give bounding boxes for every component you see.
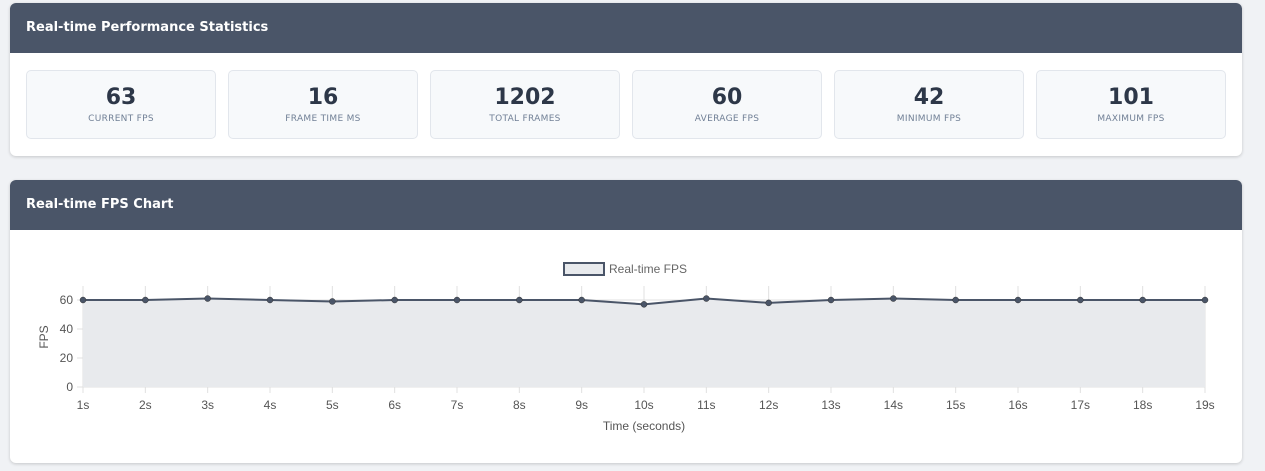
- y-tick-label: 20: [60, 351, 74, 365]
- x-tick-label: 5s: [326, 398, 339, 412]
- data-point[interactable]: [204, 295, 211, 302]
- fps-chart: 0 20 40 60 1s 2s 3s 4s 5s 6s 7s 8s 9s 10s 11s 12s 13s 14s…: [37, 262, 1215, 433]
- x-tick-label: 18s: [1133, 398, 1152, 412]
- performance-stats-panel: Real-time Performance Statistics 63 CURR…: [10, 3, 1242, 156]
- stat-label: MAXIMUM FPS: [1097, 114, 1165, 124]
- stat-card-average-fps: 60 AVERAGE FPS: [632, 70, 822, 139]
- x-tick-label: 17s: [1071, 398, 1090, 412]
- x-axis-title: Time (seconds): [603, 419, 685, 433]
- data-point[interactable]: [1139, 296, 1146, 304]
- data-point[interactable]: [453, 296, 461, 304]
- stat-value: 101: [1108, 85, 1154, 110]
- y-axis-title: FPS: [37, 325, 51, 348]
- chart-area-layer: [83, 297, 1205, 387]
- y-tick-label: 60: [60, 293, 74, 307]
- stat-label: AVERAGE FPS: [694, 114, 760, 124]
- stat-card-total-frames: 1202 TOTAL FRAMES: [430, 70, 620, 139]
- x-tick-label: 7s: [451, 398, 464, 412]
- x-tick-label: 19s: [1195, 398, 1214, 412]
- stat-card-current-fps: 63 CURRENT FPS: [26, 70, 216, 139]
- x-tick-label: 2s: [139, 398, 152, 412]
- x-tick-label: 6s: [388, 398, 401, 412]
- stats-row: 63 CURRENT FPS 16 FRAME TIME MS 1202 TOT…: [26, 70, 1226, 139]
- x-tick-label: 14s: [884, 398, 903, 412]
- fps-chart-panel: Real-time FPS Chart 0 20 40 60 1s 2s 3s 4s 5s 6s 7…: [10, 180, 1242, 463]
- stat-value: 42: [913, 85, 945, 110]
- x-tick-label: 3s: [201, 398, 214, 412]
- stat-value: 63: [105, 85, 137, 110]
- data-point[interactable]: [391, 296, 398, 304]
- data-point[interactable]: [703, 295, 710, 302]
- series-area-fill: [83, 298, 1205, 387]
- x-tick-label: 13s: [821, 398, 840, 412]
- stat-label: MINIMUM FPS: [896, 114, 962, 124]
- data-point[interactable]: [640, 301, 648, 308]
- chart-panel-title: Real-time FPS Chart: [10, 180, 1242, 230]
- stat-label: TOTAL FRAMES: [489, 114, 561, 124]
- data-point[interactable]: [1077, 296, 1084, 304]
- chart-legend[interactable]: Real-time FPS: [563, 262, 687, 276]
- data-point[interactable]: [890, 295, 897, 302]
- data-point[interactable]: [765, 299, 772, 307]
- x-tick-label: 1s: [77, 398, 90, 412]
- legend-label: Real-time FPS: [609, 262, 687, 276]
- data-point[interactable]: [1201, 296, 1209, 304]
- stat-label: CURRENT FPS: [88, 114, 154, 124]
- chart-ticks-layer: 0 20 40 60 1s 2s 3s 4s 5s 6s 7s 8s 9s 10s 11s 12s 13s 14s…: [60, 293, 1215, 412]
- chart-points-layer: [79, 295, 1209, 308]
- stat-value: 1202: [494, 85, 556, 110]
- data-point[interactable]: [142, 296, 149, 304]
- data-point[interactable]: [266, 296, 274, 304]
- x-tick-label: 15s: [946, 398, 965, 412]
- stat-label: FRAME TIME MS: [285, 114, 361, 124]
- x-tick-label: 4s: [264, 398, 277, 412]
- data-point[interactable]: [79, 296, 87, 304]
- stat-card-maximum-fps: 101 MAXIMUM FPS: [1036, 70, 1226, 139]
- x-tick-label: 16s: [1008, 398, 1027, 412]
- x-tick-label: 9s: [575, 398, 588, 412]
- data-point[interactable]: [1014, 296, 1022, 304]
- x-tick-label: 8s: [513, 398, 526, 412]
- x-tick-label: 11s: [697, 398, 715, 412]
- y-tick-label: 40: [60, 322, 74, 336]
- x-tick-label: 10s: [634, 398, 653, 412]
- data-point[interactable]: [827, 296, 835, 304]
- stat-value: 60: [711, 85, 743, 110]
- y-tick-label: 0: [66, 380, 73, 394]
- data-point[interactable]: [952, 296, 959, 304]
- stat-card-frame-time: 16 FRAME TIME MS: [228, 70, 418, 139]
- legend-swatch: [563, 262, 605, 276]
- data-point[interactable]: [516, 296, 523, 304]
- stat-value: 16: [307, 85, 339, 110]
- stat-card-minimum-fps: 42 MINIMUM FPS: [834, 70, 1024, 139]
- data-point[interactable]: [578, 296, 585, 304]
- stats-panel-title: Real-time Performance Statistics: [10, 3, 1242, 53]
- x-tick-label: 12s: [759, 398, 778, 412]
- data-point[interactable]: [329, 298, 336, 305]
